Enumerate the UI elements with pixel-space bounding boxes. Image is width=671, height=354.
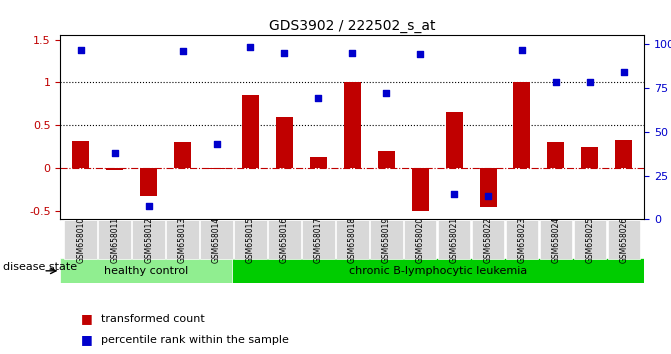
FancyBboxPatch shape [539,220,572,259]
Bar [513,82,531,168]
Point [584,80,595,85]
Point [517,47,527,53]
Bar [140,168,157,195]
Text: GSM658012: GSM658012 [144,217,153,263]
Text: transformed count: transformed count [101,314,205,324]
Point [177,48,188,54]
Bar [412,168,429,211]
Point [245,44,256,49]
Bar [208,168,225,169]
Text: GSM658011: GSM658011 [110,217,119,263]
Bar [174,142,191,168]
Bar [446,113,462,168]
Bar [480,168,497,207]
Point [482,193,493,198]
Text: GSM658019: GSM658019 [382,217,391,263]
FancyBboxPatch shape [472,220,505,259]
Text: ■: ■ [81,333,93,346]
Text: disease state: disease state [3,262,77,272]
Bar [344,82,361,168]
Bar [581,147,599,168]
Point [109,150,120,155]
FancyBboxPatch shape [437,220,470,259]
FancyBboxPatch shape [99,220,131,259]
FancyBboxPatch shape [166,220,199,259]
Point [415,51,425,57]
Point [144,203,154,209]
Point [75,47,86,53]
Text: GSM658015: GSM658015 [246,217,255,263]
Text: GSM658020: GSM658020 [415,217,425,263]
Point [449,191,460,196]
FancyBboxPatch shape [370,220,403,259]
FancyBboxPatch shape [234,220,267,259]
Text: GSM658013: GSM658013 [178,217,187,263]
FancyBboxPatch shape [64,220,97,259]
FancyBboxPatch shape [336,220,368,259]
FancyBboxPatch shape [268,220,301,259]
Text: GSM658022: GSM658022 [484,217,493,263]
Title: GDS3902 / 222502_s_at: GDS3902 / 222502_s_at [269,19,435,33]
Bar [72,141,89,168]
FancyBboxPatch shape [132,220,165,259]
FancyBboxPatch shape [607,220,640,259]
Text: GSM658025: GSM658025 [585,217,595,263]
Text: GSM658023: GSM658023 [517,217,527,263]
Text: ■: ■ [81,312,93,325]
FancyBboxPatch shape [404,220,436,259]
Text: percentile rank within the sample: percentile rank within the sample [101,335,289,345]
Text: GSM658018: GSM658018 [348,217,357,263]
Point [313,95,323,101]
Bar [548,142,564,168]
Point [619,69,629,75]
Text: chronic B-lymphocytic leukemia: chronic B-lymphocytic leukemia [349,266,527,276]
Text: GSM658021: GSM658021 [450,217,458,263]
Point [550,80,561,85]
Text: healthy control: healthy control [104,266,189,276]
Point [347,50,358,55]
FancyBboxPatch shape [506,220,538,259]
FancyBboxPatch shape [60,258,232,283]
Text: GSM658017: GSM658017 [314,217,323,263]
Bar [106,168,123,170]
Bar [276,117,293,168]
Text: GSM658010: GSM658010 [76,217,85,263]
Point [279,50,290,55]
FancyBboxPatch shape [574,220,606,259]
Bar [615,140,632,168]
Text: GSM658026: GSM658026 [619,217,628,263]
Bar [310,157,327,168]
Point [381,90,392,96]
Bar [242,95,259,168]
FancyBboxPatch shape [302,220,335,259]
Point [211,141,222,147]
Text: GSM658016: GSM658016 [280,217,289,263]
Text: GSM658014: GSM658014 [212,217,221,263]
Text: GSM658024: GSM658024 [552,217,560,263]
Bar [378,151,395,168]
FancyBboxPatch shape [200,220,233,259]
FancyBboxPatch shape [232,258,644,283]
